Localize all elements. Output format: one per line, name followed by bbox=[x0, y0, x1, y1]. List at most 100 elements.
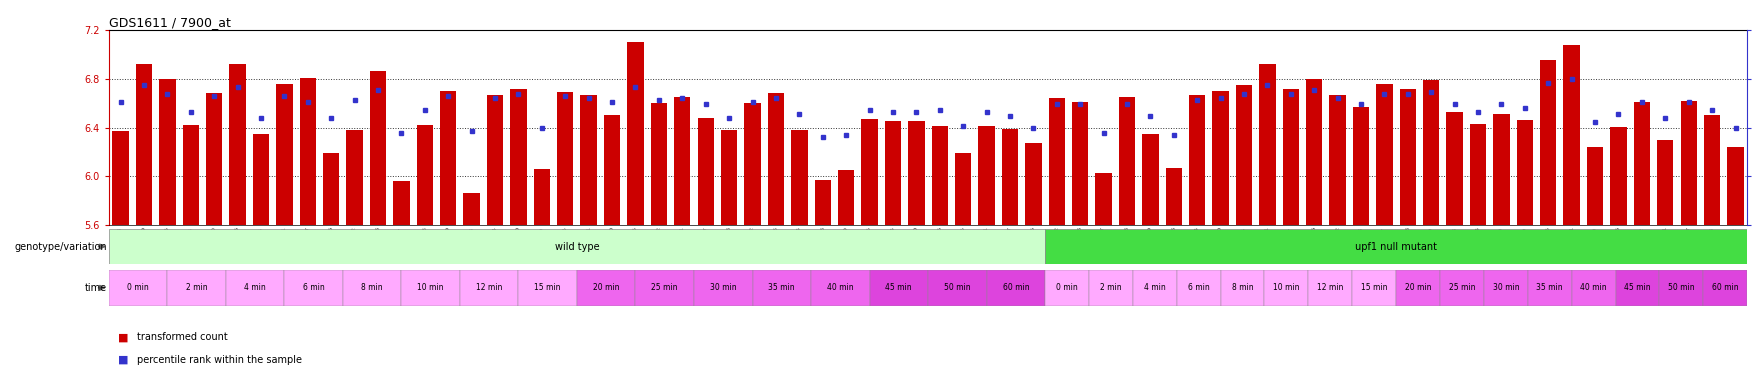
Text: 0 min: 0 min bbox=[126, 284, 149, 292]
Bar bbox=[907, 122, 925, 225]
Bar bbox=[744, 103, 760, 225]
Bar bbox=[1306, 79, 1322, 225]
Text: 50 min: 50 min bbox=[944, 284, 971, 292]
Text: 35 min: 35 min bbox=[1536, 284, 1562, 292]
Bar bbox=[183, 125, 198, 225]
Bar bbox=[1071, 102, 1088, 225]
Text: GDS1611 / 7900_at: GDS1611 / 7900_at bbox=[109, 16, 230, 29]
Text: 4 min: 4 min bbox=[244, 284, 265, 292]
Bar bbox=[814, 180, 830, 225]
Bar bbox=[1587, 147, 1602, 225]
Text: wild type: wild type bbox=[555, 242, 598, 252]
Bar bbox=[674, 97, 690, 225]
Bar bbox=[284, 270, 342, 306]
Bar bbox=[1727, 147, 1743, 225]
Text: transformed count: transformed count bbox=[137, 333, 228, 342]
Bar bbox=[511, 88, 526, 225]
Bar bbox=[721, 130, 737, 225]
Bar bbox=[1264, 270, 1307, 306]
Bar bbox=[1483, 270, 1527, 306]
Bar bbox=[1258, 64, 1274, 225]
Bar bbox=[226, 270, 284, 306]
Text: 4 min: 4 min bbox=[1143, 284, 1165, 292]
Bar bbox=[460, 270, 518, 306]
Text: 0 min: 0 min bbox=[1055, 284, 1078, 292]
Bar bbox=[1422, 80, 1439, 225]
Bar bbox=[1702, 116, 1720, 225]
Bar bbox=[300, 78, 316, 225]
Bar bbox=[986, 270, 1044, 306]
Bar bbox=[1539, 60, 1555, 225]
Bar bbox=[1516, 120, 1532, 225]
Bar bbox=[1165, 168, 1181, 225]
Text: 10 min: 10 min bbox=[1272, 284, 1299, 292]
Bar bbox=[1000, 129, 1018, 225]
Text: genotype/variation: genotype/variation bbox=[14, 242, 107, 252]
Bar bbox=[1118, 97, 1134, 225]
Bar bbox=[1439, 270, 1483, 306]
Bar bbox=[862, 119, 878, 225]
Bar bbox=[693, 270, 753, 306]
Bar bbox=[604, 116, 620, 225]
Bar bbox=[767, 93, 784, 225]
Text: 8 min: 8 min bbox=[362, 284, 383, 292]
Bar bbox=[1188, 94, 1204, 225]
Bar bbox=[1088, 270, 1132, 306]
Bar bbox=[927, 270, 986, 306]
Text: 30 min: 30 min bbox=[709, 284, 735, 292]
Bar bbox=[402, 270, 460, 306]
Bar bbox=[323, 153, 339, 225]
Text: 30 min: 30 min bbox=[1492, 284, 1518, 292]
Bar bbox=[1307, 270, 1351, 306]
Text: 45 min: 45 min bbox=[885, 284, 911, 292]
Bar bbox=[885, 122, 900, 225]
Bar bbox=[342, 270, 402, 306]
Text: 8 min: 8 min bbox=[1230, 284, 1253, 292]
Text: 6 min: 6 min bbox=[302, 284, 325, 292]
Bar bbox=[1048, 98, 1064, 225]
Bar bbox=[837, 170, 855, 225]
Bar bbox=[1562, 45, 1580, 225]
Bar bbox=[1632, 102, 1650, 225]
Bar bbox=[1236, 85, 1251, 225]
Text: 12 min: 12 min bbox=[1316, 284, 1343, 292]
Bar bbox=[1220, 270, 1264, 306]
Bar bbox=[1025, 143, 1041, 225]
Bar bbox=[635, 270, 693, 306]
Bar bbox=[811, 270, 869, 306]
Bar bbox=[253, 134, 269, 225]
Text: 40 min: 40 min bbox=[1580, 284, 1606, 292]
Bar bbox=[1044, 270, 1088, 306]
Text: 40 min: 40 min bbox=[827, 284, 853, 292]
Bar bbox=[627, 42, 644, 225]
Bar bbox=[346, 130, 363, 225]
Bar bbox=[955, 153, 971, 225]
Text: 25 min: 25 min bbox=[1448, 284, 1474, 292]
Bar bbox=[1571, 270, 1615, 306]
Bar bbox=[109, 229, 1044, 264]
Bar bbox=[135, 64, 153, 225]
Text: 45 min: 45 min bbox=[1623, 284, 1650, 292]
Bar bbox=[205, 93, 223, 225]
Bar bbox=[1395, 270, 1439, 306]
Bar bbox=[753, 270, 811, 306]
Bar bbox=[486, 94, 504, 225]
Bar bbox=[1141, 134, 1158, 225]
Bar bbox=[1281, 88, 1299, 225]
Bar bbox=[930, 126, 948, 225]
Bar bbox=[370, 71, 386, 225]
Bar bbox=[1095, 172, 1111, 225]
Bar bbox=[869, 270, 927, 306]
Bar bbox=[1446, 112, 1462, 225]
Text: 2 min: 2 min bbox=[186, 284, 207, 292]
Bar bbox=[978, 126, 993, 225]
Text: ■: ■ bbox=[118, 333, 128, 342]
Bar bbox=[441, 91, 456, 225]
Bar bbox=[1132, 270, 1176, 306]
Bar bbox=[109, 270, 167, 306]
Bar bbox=[651, 103, 667, 225]
Bar bbox=[1351, 107, 1369, 225]
Bar bbox=[1658, 270, 1702, 306]
Bar bbox=[1680, 101, 1695, 225]
Text: 25 min: 25 min bbox=[651, 284, 677, 292]
